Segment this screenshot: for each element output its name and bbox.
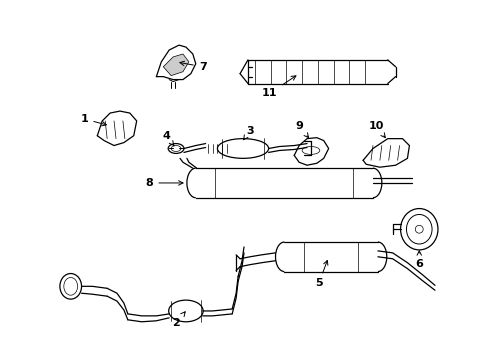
Text: 10: 10 [367, 121, 385, 138]
Text: 9: 9 [295, 121, 308, 138]
Text: 7: 7 [180, 61, 206, 72]
Text: 8: 8 [145, 178, 183, 188]
Text: 5: 5 [314, 260, 327, 288]
Text: 11: 11 [261, 76, 295, 98]
Text: 2: 2 [172, 312, 185, 328]
Text: 1: 1 [81, 114, 106, 126]
Polygon shape [163, 54, 188, 76]
Text: 4: 4 [162, 131, 174, 146]
Text: 3: 3 [243, 126, 253, 140]
Text: 6: 6 [414, 251, 422, 269]
